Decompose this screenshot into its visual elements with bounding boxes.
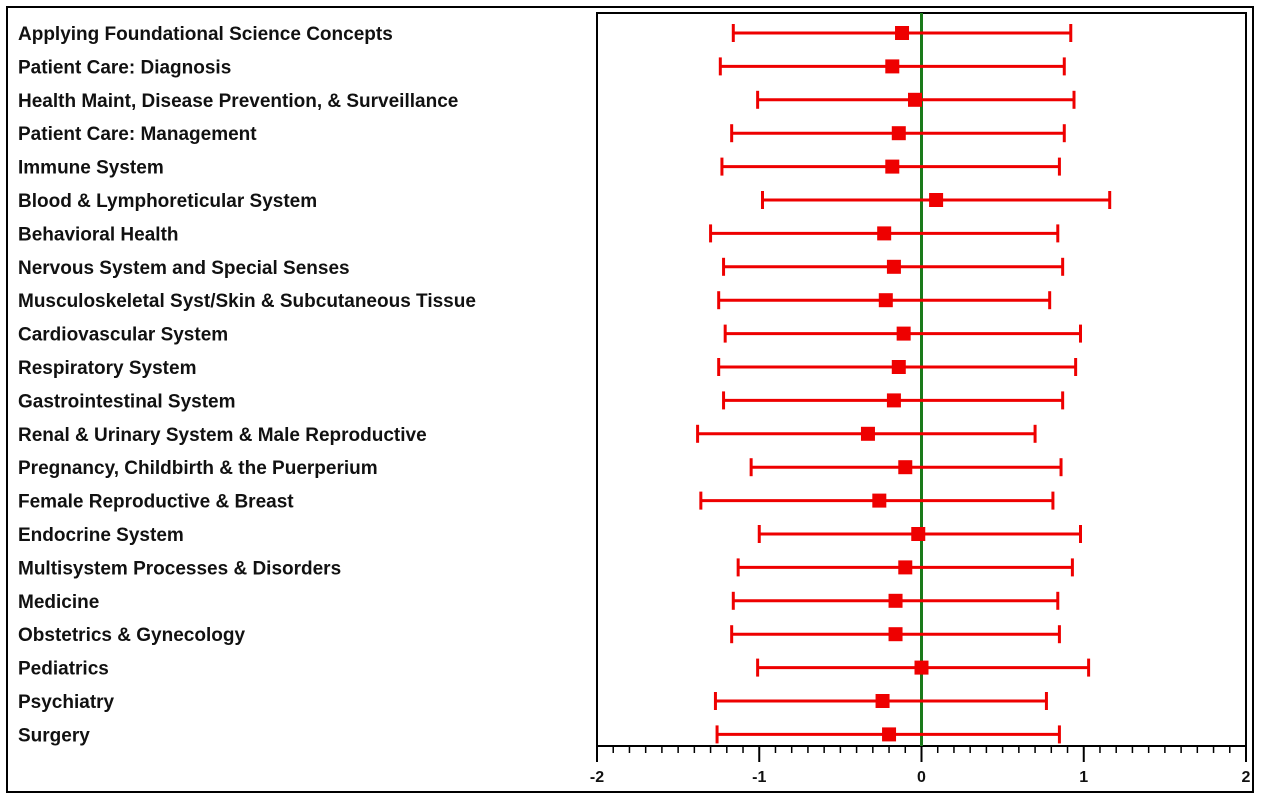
point-estimate-marker xyxy=(898,560,913,575)
point-estimate-marker xyxy=(888,627,903,642)
interval-row xyxy=(715,725,1061,744)
category-label: Immune System xyxy=(18,158,164,179)
x-axis-tick-labels: -2 -1 0 1 2 xyxy=(590,769,1251,786)
point-estimate-marker xyxy=(895,26,910,40)
interval-row xyxy=(730,625,1061,644)
point-estimate-marker xyxy=(872,493,887,508)
point-estimate-marker xyxy=(877,226,892,241)
interval-row xyxy=(723,324,1083,343)
category-label: Renal & Urinary System & Male Reproducti… xyxy=(18,425,427,446)
interval-row xyxy=(736,558,1074,577)
category-label: Pediatrics xyxy=(18,659,109,680)
point-estimate-marker xyxy=(875,694,890,708)
point-estimate-marker xyxy=(914,660,929,675)
interval-row xyxy=(699,491,1055,510)
point-estimate-marker xyxy=(888,593,903,608)
category-labels: Applying Foundational Science Concepts Pa… xyxy=(18,24,476,746)
category-label: Pregnancy, Childbirth & the Puerperium xyxy=(18,458,378,479)
interval-row xyxy=(696,424,1037,443)
point-estimate-marker xyxy=(911,527,926,541)
category-label: Respiratory System xyxy=(18,358,196,379)
interval-row xyxy=(722,391,1065,410)
category-label: Patient Care: Diagnosis xyxy=(18,57,231,78)
point-estimate-marker xyxy=(882,727,897,742)
interval-row xyxy=(757,525,1083,543)
category-label: Musculoskeletal Syst/Skin & Subcutaneous… xyxy=(18,291,476,312)
category-label: Patient Care: Management xyxy=(18,124,257,145)
category-label: Blood & Lymphoreticular System xyxy=(18,191,317,212)
x-axis-ticks xyxy=(596,746,1247,762)
interval-row xyxy=(731,591,1060,610)
interval-row xyxy=(713,692,1048,710)
interval-row xyxy=(720,157,1061,176)
interval-row xyxy=(731,24,1073,42)
interval-row xyxy=(760,191,1112,209)
category-label: Multisystem Processes & Disorders xyxy=(18,558,341,579)
category-label: Medicine xyxy=(18,592,99,613)
category-label: Endocrine System xyxy=(18,525,184,546)
confidence-intervals xyxy=(696,24,1112,744)
interval-row xyxy=(717,291,1052,310)
category-label: Surgery xyxy=(18,725,90,746)
x-tick-label: 0 xyxy=(917,769,926,786)
category-label: Female Reproductive & Breast xyxy=(18,492,294,513)
interval-row xyxy=(709,224,1060,243)
x-tick-label: -1 xyxy=(752,769,766,786)
category-label: Cardiovascular System xyxy=(18,325,228,346)
x-tick-label: 1 xyxy=(1079,769,1088,786)
point-estimate-marker xyxy=(929,193,944,207)
interval-row xyxy=(749,458,1063,477)
category-label: Gastrointestinal System xyxy=(18,391,236,412)
point-estimate-marker xyxy=(891,360,906,374)
interval-row xyxy=(722,257,1065,276)
point-estimate-marker xyxy=(885,159,900,174)
category-label: Applying Foundational Science Concepts xyxy=(18,24,393,45)
point-estimate-marker xyxy=(896,326,911,341)
point-estimate-marker xyxy=(886,259,901,274)
interval-row xyxy=(756,658,1091,677)
point-estimate-marker xyxy=(886,393,901,408)
category-label: Obstetrics & Gynecology xyxy=(18,625,245,646)
category-label: Behavioral Health xyxy=(18,224,179,245)
x-tick-label: 2 xyxy=(1242,769,1251,786)
interval-row xyxy=(717,358,1078,376)
interval-row xyxy=(718,57,1066,76)
point-estimate-marker xyxy=(908,92,923,107)
point-estimate-marker xyxy=(878,293,893,308)
point-estimate-marker xyxy=(860,426,875,441)
point-estimate-marker xyxy=(898,460,913,475)
x-tick-label: -2 xyxy=(590,769,604,786)
category-label: Psychiatry xyxy=(18,692,115,713)
interval-row xyxy=(756,90,1076,109)
category-label: Health Maint, Disease Prevention, & Surv… xyxy=(18,91,458,112)
interval-row xyxy=(730,124,1066,143)
point-estimate-marker xyxy=(891,126,906,141)
point-estimate-marker xyxy=(885,59,900,74)
category-label: Nervous System and Special Senses xyxy=(18,258,350,279)
